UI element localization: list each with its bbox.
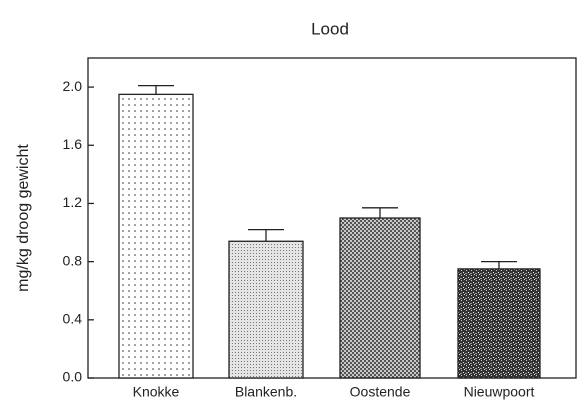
y-tick-label: 0.4 xyxy=(63,311,83,327)
y-tick-label: 1.2 xyxy=(63,194,83,210)
bar xyxy=(228,240,304,379)
x-tick-label: Nieuwpoort xyxy=(464,384,535,400)
y-tick-label: 1.6 xyxy=(63,136,83,152)
y-axis-label: mg/kg droog gewicht xyxy=(15,144,32,292)
y-tick-label: 0.0 xyxy=(63,369,83,385)
bar xyxy=(118,93,194,379)
bar xyxy=(339,217,421,379)
chart-title: Lood xyxy=(311,19,349,38)
x-tick-label: Oostende xyxy=(350,384,411,400)
bar xyxy=(457,268,541,379)
x-tick-label: Blankenb. xyxy=(235,384,297,400)
y-tick-label: 2.0 xyxy=(63,78,83,94)
x-tick-label: Knokke xyxy=(133,384,180,400)
y-tick-label: 0.8 xyxy=(63,252,83,268)
plot-frame xyxy=(87,57,577,379)
